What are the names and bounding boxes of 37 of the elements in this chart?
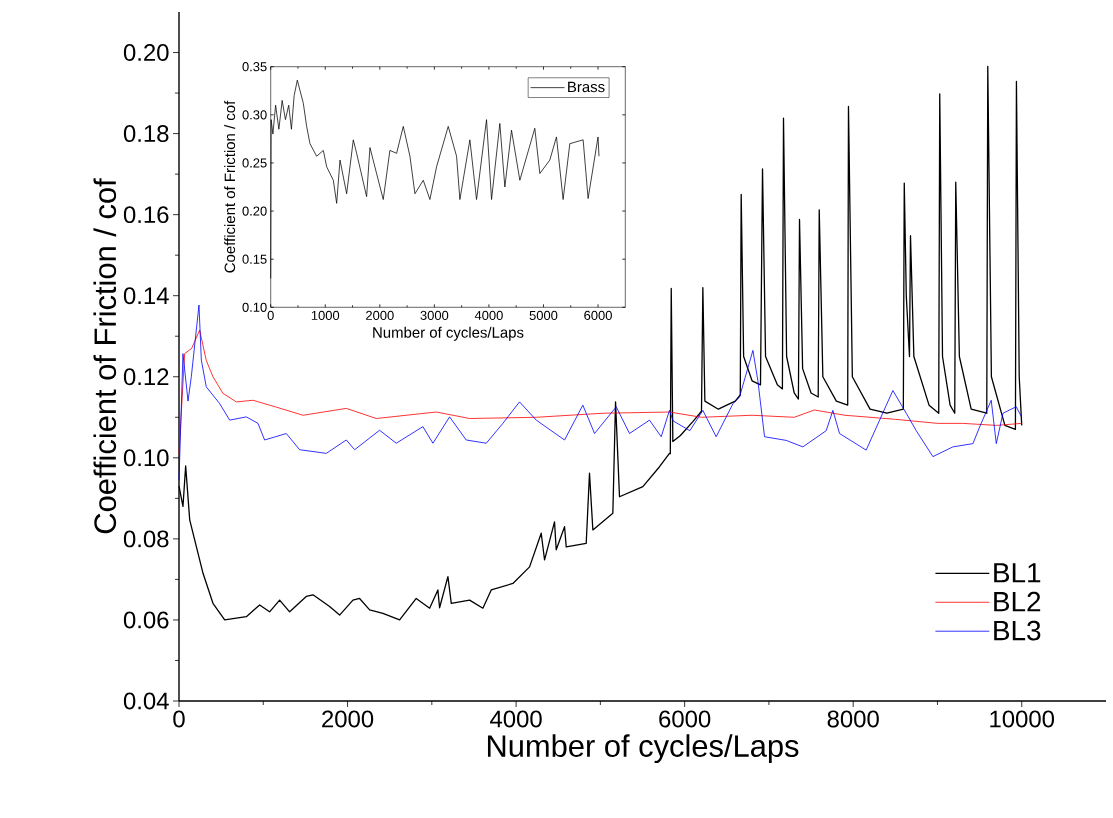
x-tick-label: 3000 — [420, 310, 449, 320]
x-tick-label: 2000 — [366, 310, 394, 320]
x-tick-label: 2000 — [322, 710, 374, 728]
x-tick-label: 4000 — [490, 710, 542, 728]
y-axis-title: Coefficient of Friction / cof — [93, 178, 117, 534]
y-tick-label: 0.10 — [242, 302, 267, 312]
y-tick-label: 0.15 — [242, 254, 267, 264]
x-tick-label: 0 — [173, 710, 185, 728]
x-tick-label: 1000 — [311, 310, 340, 320]
legend-label: Brass — [568, 81, 605, 93]
x-tick-label: 6000 — [584, 310, 612, 320]
x-tick-label: 4000 — [474, 310, 503, 320]
x-axis-title: Number of cycles/Laps — [373, 326, 524, 341]
x-axis-title: Number of cycles/Laps — [487, 734, 799, 764]
x-tick-label: 10000 — [990, 710, 1055, 728]
x-tick-label: 5000 — [529, 310, 558, 320]
y-tick-label: 0.06 — [123, 611, 169, 629]
y-tick-label: 0.08 — [123, 530, 169, 548]
y-axis-title: Coefficient of Friction / cof — [224, 100, 236, 273]
x-tick-label: 0 — [267, 310, 274, 320]
y-tick-label: 0.18 — [123, 125, 169, 143]
y-tick-label: 0.25 — [242, 158, 267, 168]
x-tick-label: 6000 — [659, 710, 711, 728]
y-tick-label: 0.20 — [123, 44, 169, 61]
y-tick-label: 0.04 — [123, 692, 169, 710]
y-tick-label: 0.20 — [242, 206, 267, 216]
legend-label: BL2 — [994, 591, 1041, 612]
legend-label: BL1 — [994, 563, 1041, 583]
x-tick-label: 8000 — [827, 710, 879, 728]
y-tick-label: 0.16 — [123, 206, 169, 224]
legend-label: BL3 — [994, 620, 1041, 641]
y-tick-label: 0.35 — [242, 62, 267, 72]
y-tick-label: 0.10 — [123, 449, 169, 467]
y-tick-label: 0.30 — [242, 110, 267, 120]
y-tick-label: 0.14 — [123, 287, 169, 305]
y-tick-label: 0.12 — [123, 368, 169, 386]
line-series — [178, 304, 1023, 481]
